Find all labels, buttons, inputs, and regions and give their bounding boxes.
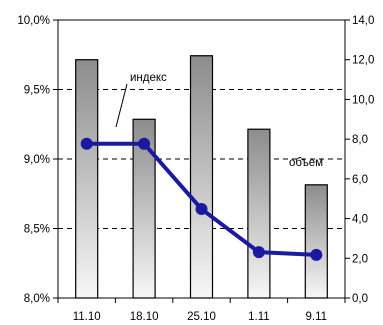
volume-bar bbox=[75, 59, 99, 299]
x-tick-label: 1.11 bbox=[248, 311, 270, 323]
right-tick-label: 4,0 bbox=[352, 214, 368, 226]
index-point bbox=[252, 246, 265, 259]
right-tick-label: 0,0 bbox=[352, 293, 368, 305]
series-labels: индекс объем bbox=[115, 72, 323, 169]
right-tick-label: 2,0 bbox=[352, 253, 368, 265]
volume-bar bbox=[247, 128, 271, 299]
left-tick-label: 9,0% bbox=[24, 154, 50, 166]
right-tick-label: 6,0 bbox=[352, 174, 368, 186]
left-tick-label: 8,5% bbox=[24, 224, 50, 236]
index-line bbox=[80, 137, 323, 261]
left-tick-label: 10,0% bbox=[17, 15, 50, 27]
right-tick-label: 14,0 bbox=[352, 15, 374, 27]
right-tick-label: 8,0 bbox=[352, 134, 368, 146]
x-axis: 11.10 18.10 25.10 1.11 9.11 bbox=[57, 298, 346, 323]
volume-bar bbox=[304, 184, 328, 299]
index-leader-line bbox=[115, 83, 128, 128]
series-label-index: индекс bbox=[130, 72, 167, 84]
left-tick-label: 8,0% bbox=[24, 293, 50, 305]
index-point bbox=[138, 137, 151, 150]
x-tick-label: 25.10 bbox=[187, 311, 216, 323]
x-tick-label: 11.10 bbox=[73, 311, 101, 323]
index-point bbox=[195, 203, 208, 216]
index-point bbox=[310, 248, 323, 261]
volume-bar bbox=[189, 55, 214, 299]
gridlines bbox=[58, 89, 345, 229]
right-tick-label: 12,0 bbox=[352, 55, 374, 67]
index-point bbox=[80, 137, 93, 150]
left-axis: 8,0% 8,5% 9,0% 9,5% 10,0% bbox=[17, 15, 58, 305]
series-label-volume: объем bbox=[289, 157, 323, 169]
volume-bars bbox=[75, 55, 328, 299]
right-axis: 0,0 2,0 4,0 6,0 8,0 10,0 12,0 14,0 bbox=[345, 15, 374, 305]
left-tick-label: 9,5% bbox=[24, 85, 50, 97]
x-tick-label: 9.11 bbox=[306, 311, 328, 323]
right-tick-label: 10,0 bbox=[352, 94, 374, 106]
x-tick-label: 18.10 bbox=[130, 311, 159, 323]
